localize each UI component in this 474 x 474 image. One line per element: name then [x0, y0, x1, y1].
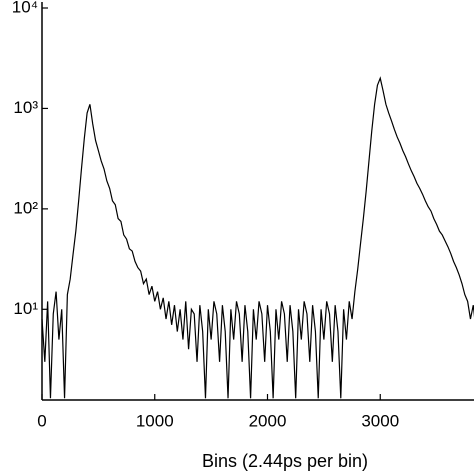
y-tick-label: 10²	[13, 198, 38, 217]
x-tick-label: 1000	[136, 411, 174, 430]
x-tick-label: 2000	[249, 411, 287, 430]
y-tick-label: 10¹	[13, 299, 38, 318]
y-tick-label: 10⁴	[12, 0, 38, 16]
y-tick-label: 10³	[13, 98, 38, 117]
x-tick-label: 0	[37, 411, 46, 430]
x-axis-title: Bins (2.44ps per bin)	[202, 451, 368, 471]
data-line	[41, 76, 474, 399]
x-tick-label: 3000	[361, 411, 399, 430]
